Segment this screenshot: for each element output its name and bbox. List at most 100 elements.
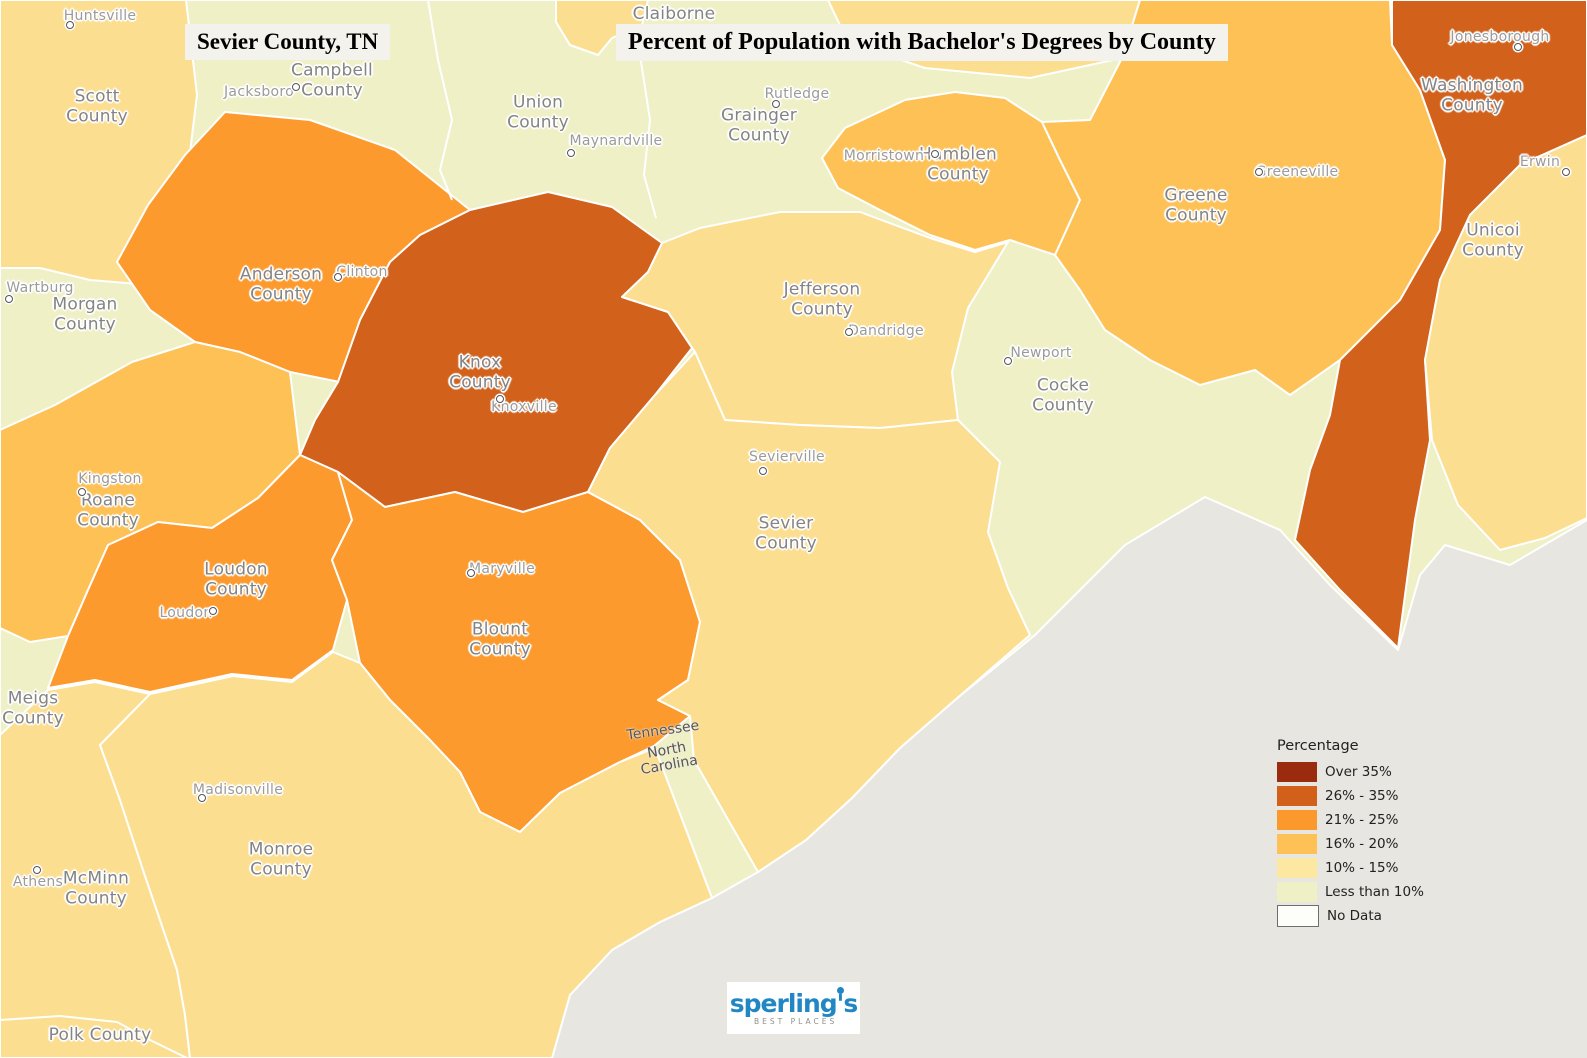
county-label: Hamblen County bbox=[919, 144, 997, 184]
legend-label: 16% - 20% bbox=[1325, 836, 1399, 852]
legend-label: 10% - 15% bbox=[1325, 860, 1399, 876]
city-marker-icon bbox=[1255, 168, 1263, 176]
city-label: Wartburg bbox=[6, 280, 74, 296]
county-region-sevier bbox=[587, 351, 1031, 873]
county-label: Morgan County bbox=[52, 294, 118, 334]
city-marker-icon bbox=[1514, 43, 1522, 51]
county-region-jefferson bbox=[621, 211, 1009, 429]
county-label: Claiborne bbox=[632, 4, 716, 25]
city-marker-icon bbox=[845, 328, 853, 336]
legend-label: No Data bbox=[1327, 908, 1382, 924]
county-label: Knox County bbox=[449, 352, 511, 392]
city-marker-icon bbox=[334, 273, 342, 281]
city-label: Sevierville bbox=[749, 449, 825, 465]
city-marker-icon bbox=[567, 149, 575, 157]
city-marker-icon bbox=[772, 100, 780, 108]
legend-swatch bbox=[1277, 786, 1317, 806]
city-marker-icon bbox=[496, 395, 504, 403]
county-border-polk-monroe bbox=[116, 1021, 188, 1058]
county-label: McMinn County bbox=[62, 868, 130, 908]
county-region-unicoi bbox=[1424, 134, 1587, 551]
county-label: Polk County bbox=[48, 1025, 152, 1046]
city-marker-icon bbox=[66, 21, 74, 29]
legend-item: Less than 10% bbox=[1277, 882, 1424, 902]
county-label: Sevier County bbox=[755, 513, 817, 553]
legend-item: 10% - 15% bbox=[1277, 858, 1424, 878]
city-label: Huntsville bbox=[63, 8, 137, 24]
city-label: Morristown bbox=[843, 148, 925, 164]
city-marker-icon bbox=[467, 569, 475, 577]
city-label: Loudon bbox=[159, 605, 213, 621]
selected-county-title: Sevier County, TN bbox=[185, 24, 391, 60]
city-marker-icon bbox=[5, 295, 13, 303]
city-label: Madisonville bbox=[192, 782, 284, 798]
county-border-mcminn-polk bbox=[0, 1014, 118, 1023]
legend-item: No Data bbox=[1277, 905, 1424, 927]
county-label: Campbell County bbox=[291, 60, 373, 100]
legend-label: Over 35% bbox=[1325, 764, 1392, 780]
county-region-claiborne bbox=[555, 0, 649, 56]
county-label: Unicoi County bbox=[1462, 220, 1524, 260]
city-label: Athens bbox=[12, 874, 64, 890]
city-marker-icon bbox=[209, 607, 217, 615]
logo-wordmark: sperling's bbox=[729, 986, 858, 1018]
city-marker-icon bbox=[1562, 168, 1570, 176]
county-label: Loudon County bbox=[204, 559, 268, 599]
city-marker-icon bbox=[78, 488, 86, 496]
legend-item: 21% - 25% bbox=[1277, 810, 1424, 830]
sperlings-logo[interactable]: sperling's BEST PLACES bbox=[727, 982, 860, 1034]
city-marker-icon bbox=[1004, 357, 1012, 365]
city-label: Rutledge bbox=[764, 86, 830, 102]
map-legend: Percentage Over 35% 26% - 35% 21% - 25% 16%… bbox=[1277, 738, 1424, 930]
city-marker-icon bbox=[33, 866, 41, 874]
city-label: Kingston bbox=[78, 471, 142, 487]
county-border-union-grainger bbox=[639, 54, 657, 219]
county-region-monroe bbox=[99, 651, 713, 1058]
city-label: Clinton bbox=[336, 264, 388, 280]
legend-label: 26% - 35% bbox=[1325, 788, 1399, 804]
legend-item: 26% - 35% bbox=[1277, 786, 1424, 806]
city-marker-icon bbox=[198, 794, 206, 802]
county-label: Washington County bbox=[1421, 75, 1523, 115]
map-title: Percent of Population with Bachelor's De… bbox=[616, 24, 1228, 61]
legend-label: 21% - 25% bbox=[1325, 812, 1399, 828]
logo-tagline: BEST PLACES bbox=[754, 1016, 838, 1026]
legend-label: Less than 10% bbox=[1325, 884, 1424, 900]
county-label: Roane County bbox=[77, 490, 139, 530]
legend-item: Over 35% bbox=[1277, 762, 1424, 782]
legend-swatch bbox=[1277, 762, 1317, 782]
county-label: Greene County bbox=[1164, 185, 1228, 225]
county-label: Jefferson County bbox=[783, 279, 861, 319]
city-label: Newport bbox=[1010, 345, 1072, 361]
city-marker-icon bbox=[292, 83, 300, 91]
city-label: Jacksboro bbox=[224, 84, 294, 100]
legend-item: 16% - 20% bbox=[1277, 834, 1424, 854]
city-label: Maynardville bbox=[569, 133, 663, 149]
county-label: Blount County bbox=[469, 619, 531, 659]
county-label: Anderson County bbox=[239, 264, 323, 304]
city-label: Maryville bbox=[469, 561, 535, 577]
city-marker-icon bbox=[759, 467, 767, 475]
legend-swatch bbox=[1277, 858, 1317, 878]
legend-rows: Over 35% 26% - 35% 21% - 25% 16% - 20% 10% -… bbox=[1277, 762, 1424, 927]
county-label: Cocke County bbox=[1032, 375, 1094, 415]
county-label: Meigs County bbox=[2, 688, 64, 728]
legend-swatch bbox=[1277, 905, 1319, 927]
city-label: Knoxville bbox=[491, 399, 557, 415]
county-label: Monroe County bbox=[248, 839, 314, 879]
city-label: Erwin bbox=[1519, 154, 1561, 170]
legend-swatch bbox=[1277, 882, 1317, 902]
city-marker-icon bbox=[931, 150, 939, 158]
county-label: Scott County bbox=[66, 86, 128, 126]
location-pin-icon bbox=[837, 986, 845, 994]
city-label: Dandridge bbox=[848, 323, 924, 339]
county-label: Union County bbox=[507, 92, 569, 132]
legend-swatch bbox=[1277, 810, 1317, 830]
county-label: Grainger County bbox=[721, 105, 797, 145]
county-border-campbell-union bbox=[427, 0, 454, 201]
legend-swatch bbox=[1277, 834, 1317, 854]
city-label: Jonesborough bbox=[1450, 29, 1550, 45]
legend-title: Percentage bbox=[1277, 738, 1359, 754]
